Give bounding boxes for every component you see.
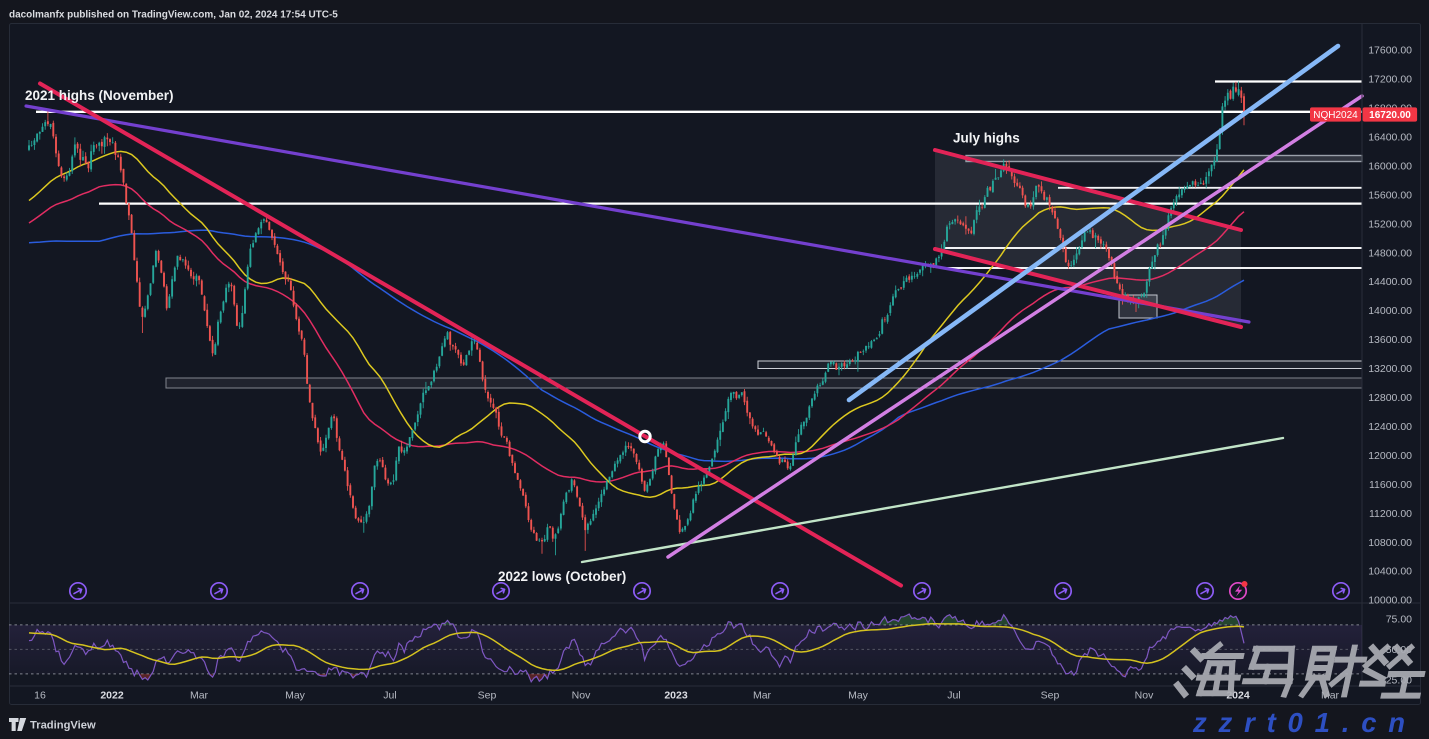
svg-text:12400.00: 12400.00 bbox=[1368, 421, 1412, 433]
svg-text:TradingView: TradingView bbox=[30, 720, 96, 732]
svg-text:Sep: Sep bbox=[1041, 690, 1060, 702]
svg-text:11600.00: 11600.00 bbox=[1369, 479, 1412, 491]
svg-text:16: 16 bbox=[34, 690, 46, 702]
svg-text:May: May bbox=[285, 690, 306, 702]
svg-text:13600.00: 13600.00 bbox=[1368, 334, 1412, 346]
svg-text:2022 lows (October): 2022 lows (October) bbox=[498, 569, 626, 584]
svg-text:12000.00: 12000.00 bbox=[1368, 450, 1412, 462]
svg-text:16000.00: 16000.00 bbox=[1368, 160, 1412, 172]
svg-text:14400.00: 14400.00 bbox=[1368, 276, 1412, 288]
svg-text:17200.00: 17200.00 bbox=[1368, 74, 1412, 86]
svg-text:Mar: Mar bbox=[190, 690, 209, 702]
svg-text:14000.00: 14000.00 bbox=[1368, 305, 1412, 317]
svg-text:dacolmanfx published on Tradin: dacolmanfx published on TradingView.com,… bbox=[9, 10, 338, 21]
svg-text:May: May bbox=[848, 690, 869, 702]
svg-text:13200.00: 13200.00 bbox=[1368, 363, 1412, 375]
svg-text:2022: 2022 bbox=[100, 690, 124, 702]
svg-text:NQH2024: NQH2024 bbox=[1313, 110, 1358, 121]
svg-text:zzrt01.cn: zzrt01.cn bbox=[1192, 707, 1417, 738]
svg-text:16720.00: 16720.00 bbox=[1369, 110, 1411, 121]
svg-text:Nov: Nov bbox=[1135, 690, 1154, 702]
svg-text:Jul: Jul bbox=[947, 690, 960, 702]
svg-text:July highs: July highs bbox=[953, 131, 1020, 146]
svg-text:12800.00: 12800.00 bbox=[1368, 392, 1412, 404]
svg-text:Nov: Nov bbox=[572, 690, 591, 702]
svg-text:16400.00: 16400.00 bbox=[1368, 132, 1412, 144]
svg-text:Mar: Mar bbox=[753, 690, 772, 702]
svg-text:10400.00: 10400.00 bbox=[1368, 566, 1412, 578]
svg-text:Jul: Jul bbox=[383, 690, 396, 702]
svg-text:14800.00: 14800.00 bbox=[1368, 247, 1412, 259]
svg-text:75.00: 75.00 bbox=[1386, 613, 1412, 625]
svg-text:Sep: Sep bbox=[478, 690, 497, 702]
svg-text:2023: 2023 bbox=[664, 690, 688, 702]
svg-text:10800.00: 10800.00 bbox=[1368, 537, 1412, 549]
svg-text:17600.00: 17600.00 bbox=[1368, 45, 1412, 57]
svg-text:15200.00: 15200.00 bbox=[1368, 218, 1412, 230]
svg-text:2021 highs (November): 2021 highs (November) bbox=[25, 88, 174, 103]
svg-text:10000.00: 10000.00 bbox=[1368, 595, 1412, 607]
svg-text:11200.00: 11200.00 bbox=[1369, 508, 1412, 520]
svg-text:15600.00: 15600.00 bbox=[1368, 189, 1412, 201]
